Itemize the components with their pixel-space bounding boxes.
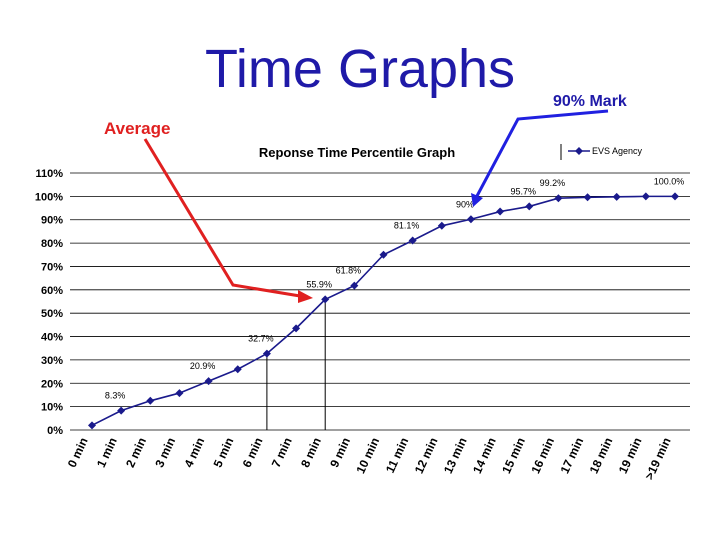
data-label: 99.2% <box>540 178 566 188</box>
y-tick-label: 80% <box>41 238 63 250</box>
data-point <box>583 193 592 202</box>
mark-label: 90% Mark <box>553 93 627 110</box>
x-tick-label: 12 min <box>412 435 441 475</box>
x-tick-label: 8 min <box>298 435 324 469</box>
data-labels: 8.3% 20.9% 32.7% 55.9% 61.8% 81.1% 90% 95.7% 99.… <box>105 176 684 400</box>
x-tick-label: 19 min <box>616 435 645 475</box>
y-tick-label: 110% <box>35 168 63 180</box>
y-tick-label: 40% <box>41 332 63 344</box>
x-tick-label: 7 min <box>269 435 295 469</box>
data-point <box>262 349 271 358</box>
x-tick-label: 15 min <box>499 435 528 475</box>
data-point <box>117 406 126 415</box>
legend-label: EVS Agency <box>592 146 643 156</box>
average-arrow-head <box>298 290 313 303</box>
y-tick-label: 90% <box>41 215 63 227</box>
x-tick-label: 14 min <box>470 435 499 475</box>
data-point <box>204 377 213 386</box>
data-point <box>612 192 621 201</box>
x-tick-label: 10 min <box>353 435 382 475</box>
y-tick-label: 70% <box>41 261 63 273</box>
x-tick-label: >19 min <box>642 435 674 482</box>
x-tick-label: 6 min <box>240 435 266 469</box>
slide-title: Time Graphs <box>204 39 516 99</box>
y-tick-label: 60% <box>41 285 63 297</box>
data-point <box>88 421 96 430</box>
x-tick-label: 1 min <box>94 435 120 469</box>
data-label: 55.9% <box>306 279 332 289</box>
data-point <box>233 365 242 374</box>
y-axis-ticks: 0% 10% 20% 30% 40% 50% 60% 70% 80% 90% 100% 110% <box>35 168 63 437</box>
data-label: 61.8% <box>336 266 362 276</box>
data-point <box>350 281 359 290</box>
data-point <box>408 236 417 245</box>
annotations: Average 90% Mark <box>104 93 627 303</box>
average-arrow <box>143 138 301 298</box>
data-point <box>379 250 388 259</box>
gridlines <box>70 172 690 431</box>
x-tick-label: 2 min <box>123 435 149 469</box>
data-point <box>321 295 330 304</box>
y-tick-label: 30% <box>41 355 63 367</box>
x-tick-label: 5 min <box>211 435 237 469</box>
x-tick-label: 11 min <box>383 435 411 475</box>
x-tick-label: 16 min <box>528 435 557 475</box>
y-tick-label: 20% <box>41 378 63 390</box>
x-tick-label: 13 min <box>441 435 470 475</box>
x-tick-label: 18 min <box>587 435 616 475</box>
x-tick-label: 17 min <box>558 435 587 475</box>
data-point <box>671 192 679 201</box>
y-tick-label: 0% <box>47 425 63 437</box>
x-tick-label: 0 min <box>65 435 91 469</box>
mark-arrow-head <box>471 193 483 207</box>
y-tick-label: 100% <box>35 191 63 203</box>
y-tick-label: 10% <box>41 402 63 414</box>
data-point <box>496 207 505 216</box>
mark-arrow <box>475 109 609 197</box>
data-point <box>146 396 155 405</box>
reference-lines <box>266 299 326 430</box>
average-label: Average <box>104 119 170 138</box>
x-tick-label: 4 min <box>181 435 207 469</box>
data-label: 90% <box>456 199 474 209</box>
data-label: 100.0% <box>654 176 685 186</box>
data-point <box>525 202 534 211</box>
data-label: 81.1% <box>394 221 420 231</box>
y-tick-label: 50% <box>41 308 63 320</box>
data-point <box>641 192 650 201</box>
data-point <box>437 221 446 230</box>
chart-title: Reponse Time Percentile Graph <box>259 145 455 160</box>
legend-marker <box>575 147 583 155</box>
legend: EVS Agency <box>560 144 643 160</box>
data-point <box>554 194 563 203</box>
data-point <box>292 324 301 333</box>
x-tick-label: 9 min <box>327 435 353 469</box>
data-label: 8.3% <box>105 391 126 401</box>
series-evs-agency <box>88 192 679 430</box>
data-label: 20.9% <box>190 361 216 371</box>
data-label: 95.7% <box>510 186 536 196</box>
data-label: 32.7% <box>248 334 274 344</box>
data-point <box>466 215 475 224</box>
x-tick-label: 3 min <box>152 435 178 469</box>
data-point <box>175 389 184 398</box>
x-axis-ticks: 0 min 1 min 2 min 3 min 4 min 5 min 6 min 7 min… <box>65 435 674 482</box>
